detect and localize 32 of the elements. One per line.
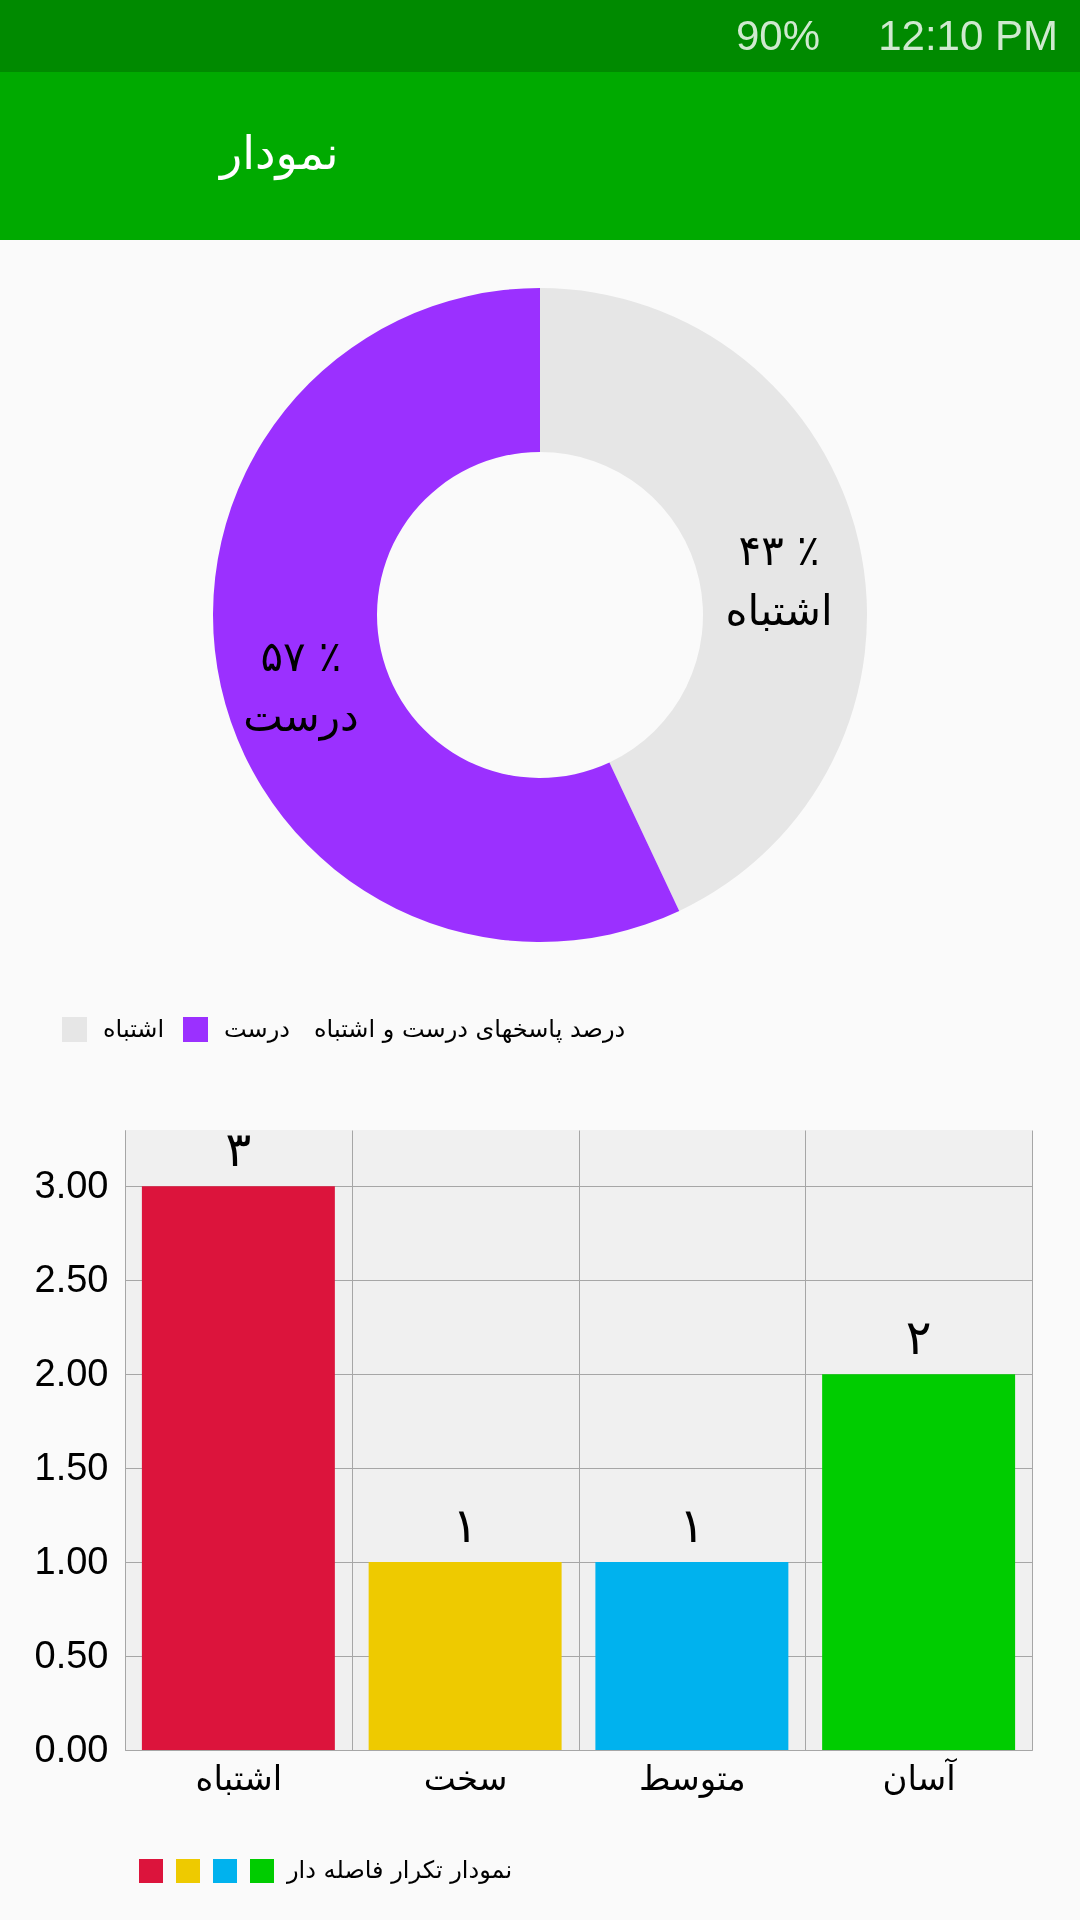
y-tick-label: 1.50 <box>34 1445 109 1488</box>
data-label: ۱ <box>678 1497 705 1554</box>
data-label: ۵۷ ٪ <box>260 632 342 682</box>
legend-label: نمودار تکرار فاصله دار <box>286 1856 513 1884</box>
text: 90% <box>735 12 820 59</box>
y-tick-label: 2.50 <box>34 1257 109 1300</box>
x-tick-label: اشتباه <box>195 1757 283 1798</box>
x-tick-label: سخت <box>423 1757 508 1798</box>
bar <box>141 1186 335 1750</box>
slice-label: درست <box>243 692 359 742</box>
bar <box>595 1562 789 1750</box>
donut-slice <box>213 288 680 942</box>
slice-label: اشتباه <box>725 585 833 635</box>
x-tick-label: آسان <box>882 1757 958 1798</box>
data-label: ۱ <box>452 1497 479 1554</box>
legend-label: اشتباه <box>103 1014 165 1043</box>
text: 12:10 PM <box>878 12 1058 59</box>
data-label: ۲ <box>905 1309 932 1366</box>
y-tick-label: 0.50 <box>34 1633 109 1676</box>
y-tick-label: 0.00 <box>34 1727 109 1770</box>
data-label: ۳ <box>225 1121 252 1178</box>
bar <box>822 1374 1016 1750</box>
donut-slice <box>540 288 867 911</box>
text: نمودار <box>218 126 339 181</box>
legend-title: درصد پاسخهای درست و اشتباه <box>314 1015 626 1043</box>
y-tick-label: 1.00 <box>34 1539 109 1582</box>
legend-label: درست <box>224 1014 290 1043</box>
bar <box>368 1562 562 1750</box>
y-tick-label: 3.00 <box>34 1163 109 1206</box>
x-tick-label: متوسط <box>638 1757 746 1799</box>
data-label: ۴۳ ٪ <box>738 525 820 575</box>
y-tick-label: 2.00 <box>34 1351 109 1394</box>
